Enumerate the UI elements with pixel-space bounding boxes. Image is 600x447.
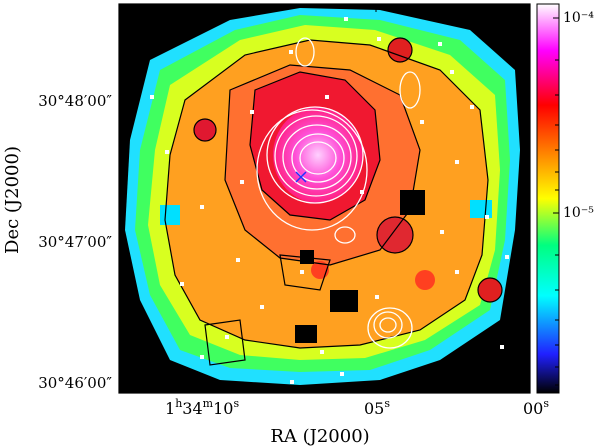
colorbar-tick-label: 10⁻⁴ [563, 10, 594, 26]
colorbar-ticks [553, 17, 559, 386]
emission-peak [273, 107, 363, 203]
y-tick-marks [119, 29, 530, 384]
red-blob [194, 119, 216, 141]
gap [160, 205, 180, 225]
plot-frame [118, 3, 531, 394]
y-tick-label: 30°46′00″ [38, 374, 112, 392]
x-axis-label: RA (J2000) [270, 426, 369, 447]
y-axis-label: Dec (J2000) [2, 146, 23, 254]
y-tick-label: 30°48′00″ [38, 92, 112, 110]
red-blob [377, 217, 413, 253]
source-marker [295, 171, 307, 183]
intensity-map [125, 8, 520, 385]
colorbar-tick-label: 10⁻⁵ [563, 205, 594, 221]
red-blob [311, 261, 329, 279]
x-tick-label: 00s [523, 397, 549, 418]
x-tick-label: 05s [364, 397, 390, 418]
red-blob [478, 278, 502, 302]
red-blob [388, 38, 412, 62]
x-tick-label: 1h34m10s [165, 397, 239, 418]
x-tick-marks [129, 4, 531, 393]
gap [330, 290, 358, 312]
y-tick-label: 30°47′00″ [38, 233, 112, 251]
gap [295, 325, 317, 343]
point-sources [150, 17, 509, 384]
black-contours [164, 37, 503, 366]
white-contours [256, 37, 421, 349]
gap [300, 250, 314, 264]
red-blob [415, 270, 435, 290]
colorbar [536, 3, 560, 394]
